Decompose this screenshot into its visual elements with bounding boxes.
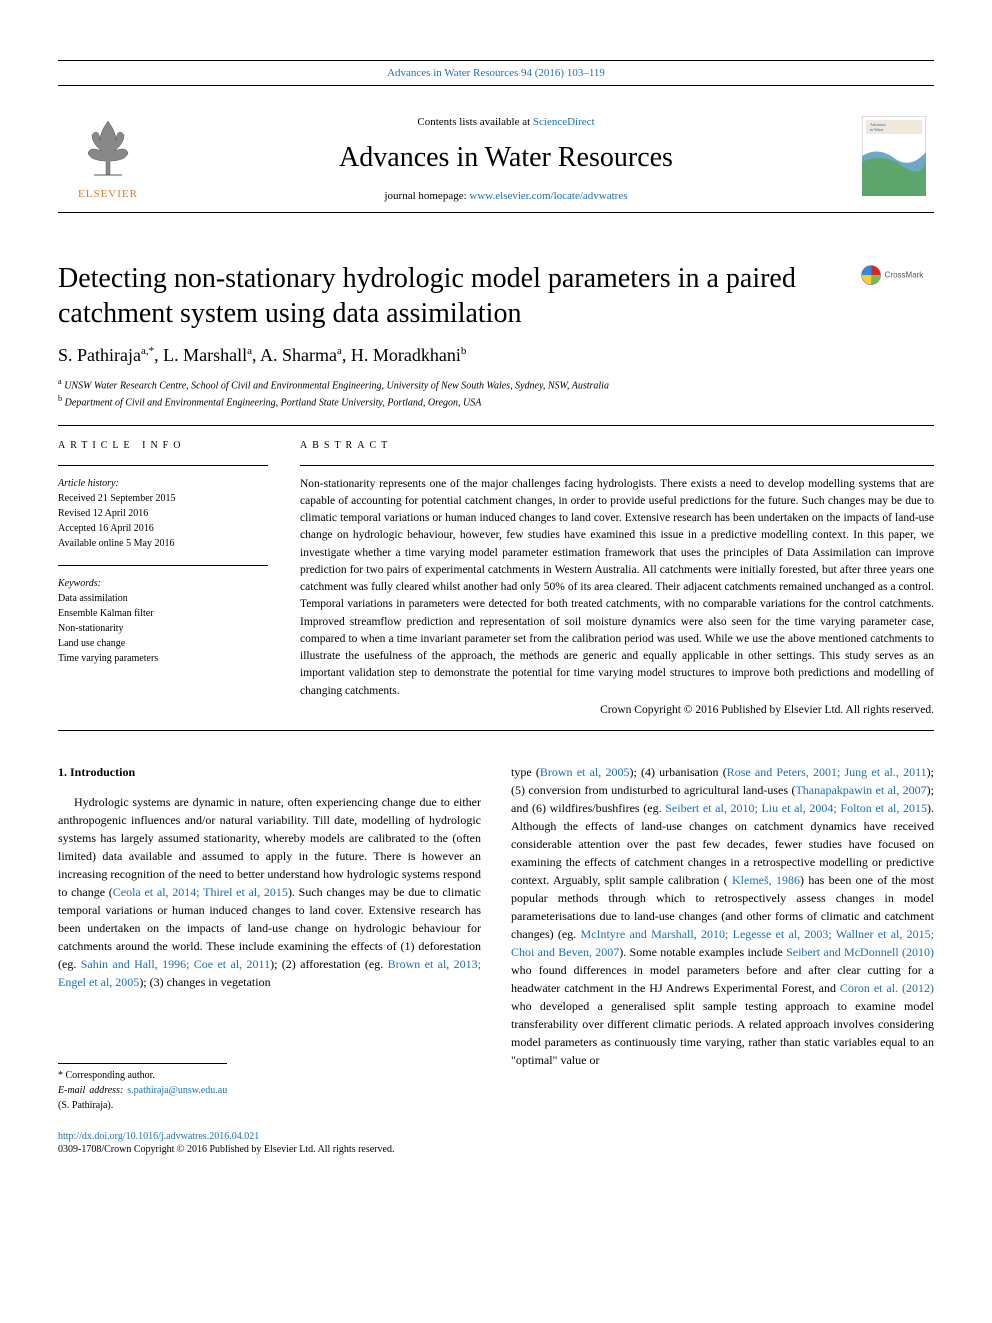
affil-text-a: UNSW Water Research Centre, School of Ci… [64,380,609,391]
history-line: Accepted 16 April 2016 [58,521,268,536]
paper-title: Detecting non-stationary hydrologic mode… [58,261,842,331]
affil-text-b: Department of Civil and Environmental En… [65,398,482,409]
elsevier-label: ELSEVIER [78,188,138,200]
corr-email[interactable]: s.pathiraja@unsw.edu.au [127,1085,227,1096]
keyword: Ensemble Kalman filter [58,606,268,621]
affiliation-a: a UNSW Water Research Centre, School of … [58,376,934,393]
journal-name: Advances in Water Resources [158,142,854,174]
divider-abs [300,465,934,466]
article-history: Article history: Received 21 September 2… [58,476,268,551]
journal-center-block: Contents lists available at ScienceDirec… [158,110,854,202]
divider-info [58,465,268,466]
body-columns: 1. Introduction Hydrologic systems are d… [58,763,934,1113]
corresponding-author-block: * Corresponding author. E-mail address: … [58,1063,227,1113]
crossmark-label: CrossMark [885,271,925,280]
history-line: Received 21 September 2015 [58,491,268,506]
affil-sup-a: a [58,377,62,386]
affiliation-b: b Department of Civil and Environmental … [58,393,934,410]
affil-sup-b: b [58,394,62,403]
keyword: Non-stationarity [58,621,268,636]
journal-cover-thumbnail: Advances in Water [854,110,934,202]
email-label: E-mail address: [58,1085,127,1096]
authors-line: S. Pathirajaa,*, L. Marshalla, A. Sharma… [58,345,934,366]
keywords-head: Keywords: [58,576,268,591]
body-text-left: Hydrologic systems are dynamic in nature… [58,793,481,991]
column-left: 1. Introduction Hydrologic systems are d… [58,763,481,1113]
title-row: Detecting non-stationary hydrologic mode… [58,261,934,331]
keyword: Data assimilation [58,591,268,606]
abstract-copyright: Crown Copyright © 2016 Published by Else… [300,704,934,716]
history-head: Article history: [58,476,268,491]
history-line: Available online 5 May 2016 [58,536,268,551]
homepage-line: journal homepage: www.elsevier.com/locat… [158,190,854,202]
contents-line: Contents lists available at ScienceDirec… [158,116,854,128]
contents-prefix: Contents lists available at [417,116,532,128]
divider-2 [58,730,934,731]
journal-reference-bar: Advances in Water Resources 94 (2016) 10… [58,60,934,86]
abstract-block: abstract Non-stationarity represents one… [300,440,934,716]
corr-label: * Corresponding author. [58,1068,227,1083]
journal-header: ELSEVIER Contents lists available at Sci… [58,104,934,213]
journal-reference: Advances in Water Resources 94 (2016) 10… [58,61,934,85]
meta-row: article info Article history: Received 2… [58,440,934,716]
divider-kw [58,565,268,566]
elsevier-tree-icon [72,113,144,185]
divider-1 [58,425,934,426]
article-info-label: article info [58,440,268,451]
keyword: Land use change [58,636,268,651]
cover-icon: Advances in Water [862,116,926,196]
keyword: Time varying parameters [58,651,268,666]
sciencedirect-link[interactable]: ScienceDirect [533,116,595,128]
homepage-url[interactable]: www.elsevier.com/locate/advwatres [469,190,627,202]
crossmark-badge[interactable]: CrossMark [860,264,934,291]
keywords-block: Keywords: Data assimilation Ensemble Kal… [58,576,268,666]
homepage-prefix: journal homepage: [384,190,469,202]
column-right: type (Brown et al, 2005); (4) urbanisati… [511,763,934,1113]
affiliations: a UNSW Water Research Centre, School of … [58,376,934,411]
article-info-block: article info Article history: Received 2… [58,440,268,716]
elsevier-logo: ELSEVIER [58,110,158,202]
email-suffix: (S. Pathiraja). [58,1100,113,1111]
section-heading: 1. Introduction [58,763,481,781]
history-line: Revised 12 April 2016 [58,506,268,521]
abstract-text: Non-stationarity represents one of the m… [300,476,934,700]
svg-text:in Water: in Water [870,127,884,132]
crossmark-icon: CrossMark [860,264,934,286]
abstract-label: abstract [300,440,934,451]
doi-link[interactable]: http://dx.doi.org/10.1016/j.advwatres.20… [58,1131,934,1142]
email-line: E-mail address: s.pathiraja@unsw.edu.au … [58,1083,227,1113]
body-text-right: type (Brown et al, 2005); (4) urbanisati… [511,763,934,1069]
issn-line: 0309-1708/Crown Copyright © 2016 Publish… [58,1144,934,1155]
